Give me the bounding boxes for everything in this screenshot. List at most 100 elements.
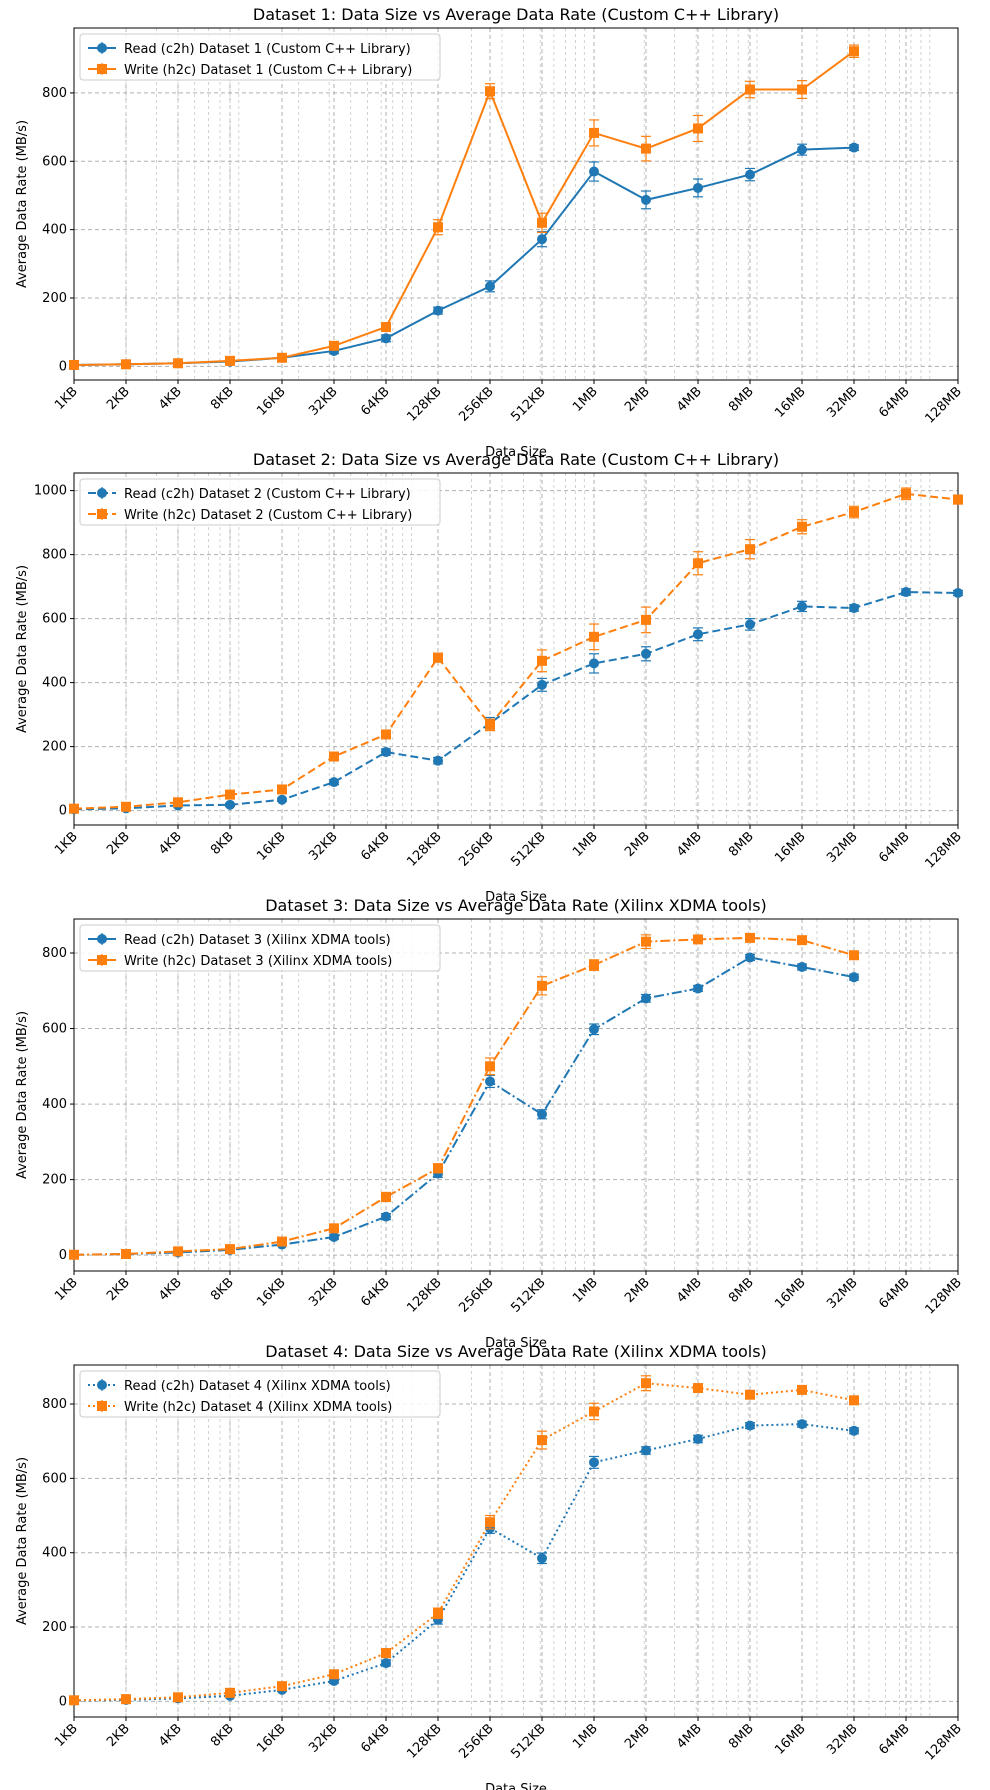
data-point xyxy=(693,558,703,569)
data-point xyxy=(329,1669,339,1680)
x-tick-label: 512KB xyxy=(508,1721,548,1761)
x-tick-label: 2MB xyxy=(622,829,653,860)
data-point xyxy=(641,143,651,154)
data-point xyxy=(225,355,235,366)
series-write xyxy=(69,44,859,370)
x-tick-label: 128KB xyxy=(404,1721,444,1761)
x-axis-label: Data Size xyxy=(485,890,547,905)
x-tick-label: 16MB xyxy=(772,1275,809,1312)
x-tick-label: 1KB xyxy=(52,1721,81,1750)
data-point xyxy=(485,1061,495,1072)
x-tick-label: 2KB xyxy=(104,384,133,413)
x-tick-label: 16KB xyxy=(254,829,289,864)
x-tick-label: 4KB xyxy=(156,1275,185,1304)
data-point xyxy=(69,1695,79,1706)
x-tick-label: 4KB xyxy=(156,384,185,413)
data-point xyxy=(589,658,599,669)
data-point xyxy=(121,1694,131,1705)
data-point xyxy=(381,1211,391,1222)
plot-frame xyxy=(73,918,959,1272)
data-point xyxy=(745,1420,755,1431)
data-point xyxy=(225,1244,235,1255)
legend-marker xyxy=(97,1380,107,1390)
chart-title: Dataset 2: Data Size vs Average Data Rat… xyxy=(253,450,779,469)
data-point xyxy=(225,1687,235,1698)
data-point xyxy=(641,648,651,659)
series-line xyxy=(73,146,855,366)
y-axis-label: Average Data Rate (MB/s) xyxy=(15,1457,30,1625)
data-point xyxy=(745,952,755,963)
data-point xyxy=(641,614,651,625)
chart-title: Dataset 4: Data Size vs Average Data Rat… xyxy=(265,1342,767,1361)
data-point xyxy=(173,1246,183,1257)
plot-frame xyxy=(73,472,959,826)
x-tick-label: 1MB xyxy=(570,1275,601,1306)
x-tick-label: 64MB xyxy=(876,1275,913,1312)
data-point xyxy=(537,1435,547,1446)
data-point xyxy=(641,1378,651,1389)
chart-title: Dataset 3: Data Size vs Average Data Rat… xyxy=(265,896,767,915)
x-tick-label: 16MB xyxy=(772,1721,809,1758)
x-axis-label: Data Size xyxy=(485,1336,547,1351)
x-tick-label: 2KB xyxy=(104,829,133,858)
y-tick-label: 200 xyxy=(42,1620,67,1635)
series-line xyxy=(73,50,855,366)
y-tick-label: 200 xyxy=(42,291,67,306)
y-tick-label: 600 xyxy=(42,612,67,627)
data-point xyxy=(537,1553,547,1564)
data-point xyxy=(589,127,599,138)
x-tick-label: 2MB xyxy=(622,1275,653,1306)
x-tick-label: 64MB xyxy=(876,829,913,866)
x-tick-label: 64MB xyxy=(876,384,913,421)
x-tick-label: 512KB xyxy=(508,1275,548,1315)
x-tick-label: 2KB xyxy=(104,1275,133,1304)
x-tick-label: 256KB xyxy=(456,1721,496,1761)
legend-marker xyxy=(97,43,107,53)
legend-box xyxy=(79,33,441,81)
y-tick-label: 400 xyxy=(42,223,67,238)
data-point xyxy=(589,166,599,177)
data-point xyxy=(537,217,547,228)
x-tick-label: 2KB xyxy=(104,1721,133,1750)
legend-marker xyxy=(97,934,107,944)
x-tick-label: 16MB xyxy=(772,829,809,866)
x-axis-label: Data Size xyxy=(485,1782,547,1790)
legend-label: Write (h2c) Dataset 4 (Xilinx XDMA tools… xyxy=(124,1400,392,1415)
data-point xyxy=(329,1232,339,1243)
legend-box xyxy=(79,924,441,972)
x-tick-label: 16KB xyxy=(254,1275,289,1310)
plot-frame xyxy=(73,1364,959,1718)
x-tick-label: 128MB xyxy=(922,829,964,871)
y-tick-label: 800 xyxy=(42,548,67,563)
data-point xyxy=(693,1433,703,1444)
x-tick-label: 16MB xyxy=(772,384,809,421)
y-tick-label: 0 xyxy=(59,804,67,819)
x-tick-label: 8MB xyxy=(726,1275,757,1306)
legend-label: Read (c2h) Dataset 2 (Custom C++ Library… xyxy=(124,487,411,502)
legend-marker xyxy=(97,1401,107,1411)
data-point xyxy=(953,588,963,598)
data-point xyxy=(173,1692,183,1703)
data-point xyxy=(589,1406,599,1417)
x-tick-label: 1KB xyxy=(52,829,81,858)
data-point xyxy=(381,1648,391,1659)
legend: Read (c2h) Dataset 1 (Custom C++ Library… xyxy=(79,33,441,81)
y-axis-label: Average Data Rate (MB/s) xyxy=(15,120,30,288)
series-line xyxy=(73,1423,855,1702)
data-point xyxy=(485,719,495,730)
data-point xyxy=(225,789,235,800)
data-point xyxy=(589,1457,599,1468)
x-tick-label: 1KB xyxy=(52,384,81,413)
x-tick-label: 1MB xyxy=(570,384,601,415)
x-tick-label: 8KB xyxy=(208,1275,237,1304)
x-tick-label: 128KB xyxy=(404,1275,444,1315)
x-tick-label: 8MB xyxy=(726,1721,757,1752)
series-write xyxy=(69,932,859,1260)
data-point xyxy=(277,352,287,363)
y-tick-label: 600 xyxy=(42,154,67,169)
series-write xyxy=(69,1375,859,1706)
x-tick-label: 8MB xyxy=(726,384,757,415)
x-tick-label: 2MB xyxy=(622,1721,653,1752)
series-line xyxy=(73,936,855,1256)
data-point xyxy=(745,84,755,95)
